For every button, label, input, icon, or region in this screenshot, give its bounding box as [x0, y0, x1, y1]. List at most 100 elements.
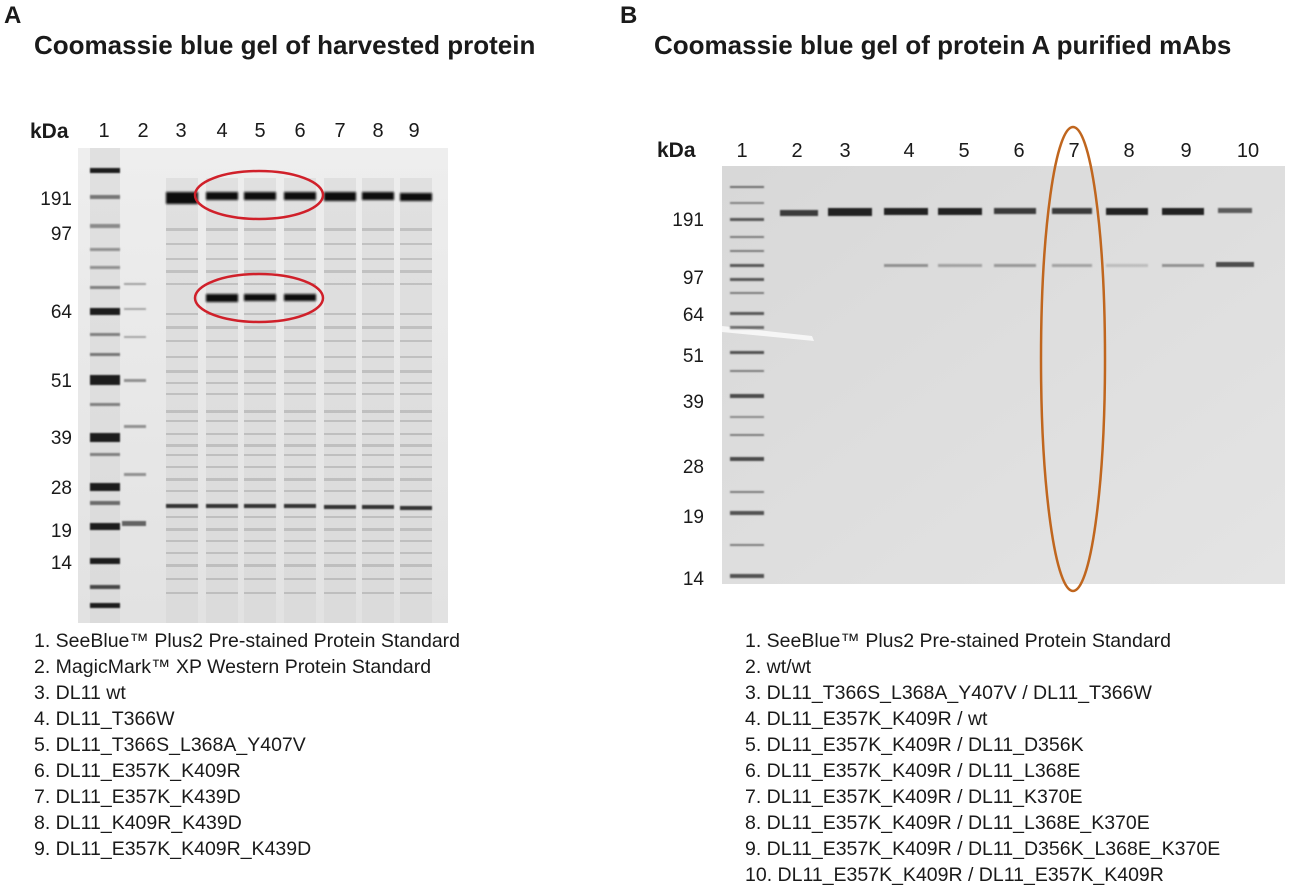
- panel-a-faint-band: [362, 552, 394, 554]
- panel-a-faint-band: [244, 444, 276, 447]
- panel-a-mw-51: 51: [50, 371, 72, 392]
- panel-a-faint-band: [362, 258, 394, 260]
- panel-a-faint-band: [362, 228, 394, 231]
- panel-b-mw-14: 14: [682, 569, 704, 590]
- panel-a-faint-band: [166, 454, 198, 456]
- panel-a-faint-band: [284, 283, 316, 285]
- panel-a-faint-band: [362, 270, 394, 273]
- panel-a-lane2-marker: [122, 283, 146, 526]
- panel-b-lane-1: 1: [736, 140, 748, 162]
- panel-a-faint-band: [206, 313, 238, 315]
- panel-a-faint-band: [400, 578, 432, 580]
- panel-a-faint-band: [362, 564, 394, 567]
- panel-a-faint-band: [244, 578, 276, 580]
- panel-a-legend-6: 6. DL11_E357K_K409R: [34, 760, 241, 782]
- panel-a-faint-band: [362, 382, 394, 384]
- panel-a-lane-5: 5: [254, 120, 266, 142]
- panel-a-lane-6: 6: [294, 120, 306, 142]
- panel-b-letter: B: [620, 2, 638, 29]
- panel-b-mw-51: 51: [682, 346, 704, 367]
- panel-a-faint-band: [206, 528, 238, 531]
- panel-b-legend-10: 10. DL11_E357K_K409R / DL11_E357K_K409R: [745, 864, 1164, 886]
- panel-a-faint-band: [244, 258, 276, 260]
- panel-a-faint-band: [206, 454, 238, 456]
- panel-a-faint-band: [400, 228, 432, 231]
- panel-b-highlight-ellipse: [1039, 125, 1107, 593]
- panel-a-faint-band: [400, 382, 432, 384]
- panel-a-faint-band: [284, 564, 316, 567]
- panel-a-faint-band: [400, 356, 432, 358]
- panel-a-faint-band: [166, 433, 198, 435]
- panel-a-faint-band: [400, 528, 432, 531]
- panel-a-lane-3: 3: [175, 120, 187, 142]
- panel-a-faint-band: [324, 552, 356, 554]
- panel-a-faint-band: [206, 356, 238, 358]
- panel-a-faint-band: [166, 243, 198, 245]
- panel-b-lane-7: 7: [1068, 140, 1080, 162]
- panel-a-faint-band: [362, 283, 394, 285]
- panel-a-faint-band: [324, 326, 356, 329]
- panel-a-faint-band: [362, 370, 394, 373]
- panel-a-lane-9: 9: [408, 120, 420, 142]
- panel-a-mw-64: 64: [50, 302, 72, 323]
- panel-a-faint-band: [244, 540, 276, 542]
- panel-a-faint-band: [166, 528, 198, 531]
- panel-a-faint-band: [284, 270, 316, 273]
- panel-a-faint-band: [206, 552, 238, 554]
- panel-a-faint-band: [244, 243, 276, 245]
- panel-a-faint-band: [324, 270, 356, 273]
- panel-a-faint-band: [400, 410, 432, 413]
- panel-b-lane-5: 5: [958, 140, 970, 162]
- panel-a-faint-band: [166, 356, 198, 358]
- panel-a-faint-band: [284, 466, 316, 468]
- panel-a-faint-band: [244, 420, 276, 422]
- panel-b-mw-39: 39: [682, 392, 704, 413]
- panel-a-faint-band: [284, 356, 316, 358]
- panel-b-lane-10: 10: [1236, 140, 1260, 162]
- panel-a-faint-band: [284, 444, 316, 447]
- panel-a-faint-band: [284, 258, 316, 260]
- panel-a-faint-band: [324, 592, 356, 594]
- panel-b-mw-19: 19: [682, 507, 704, 528]
- panel-a-mw-191: 191: [40, 189, 72, 210]
- panel-a-faint-band: [206, 466, 238, 468]
- panel-a-faint-band: [324, 420, 356, 422]
- panel-b-legend-5: 5. DL11_E357K_K409R / DL11_D356K: [745, 734, 1084, 756]
- panel-a-faint-band: [244, 410, 276, 413]
- panel-a-lane-1: 1: [98, 120, 110, 142]
- panel-a-highlight-70: [193, 272, 325, 324]
- panel-a-faint-band: [400, 454, 432, 456]
- panel-a-faint-band: [400, 490, 432, 492]
- panel-a-faint-band: [324, 258, 356, 260]
- panel-a-faint-band: [166, 578, 198, 580]
- panel-b-mw-64: 64: [682, 305, 704, 326]
- panel-a-faint-band: [166, 340, 198, 342]
- panel-a-faint-band: [400, 258, 432, 260]
- panel-a-faint-band: [284, 478, 316, 481]
- panel-a-faint-band: [244, 270, 276, 273]
- panel-a-gel-image: [78, 148, 448, 623]
- panel-a-faint-band: [244, 370, 276, 373]
- panel-a-faint-band: [400, 444, 432, 447]
- panel-a-faint-band: [166, 228, 198, 231]
- panel-a-mw-14: 14: [50, 553, 72, 574]
- panel-a-faint-band: [362, 393, 394, 395]
- panel-a-faint-band: [324, 528, 356, 531]
- panel-a-faint-band: [362, 528, 394, 531]
- panel-b-legend-9: 9. DL11_E357K_K409R / DL11_D356K_L368E_K…: [745, 838, 1221, 860]
- panel-a-faint-band: [400, 478, 432, 481]
- panel-a-faint-band: [362, 478, 394, 481]
- panel-a-faint-band: [362, 466, 394, 468]
- panel-a-faint-band: [166, 466, 198, 468]
- panel-a-faint-band: [244, 466, 276, 468]
- panel-b-gel-image: [722, 166, 1285, 584]
- panel-a-faint-band: [284, 433, 316, 435]
- panel-a-legend: 1. SeeBlue™ Plus2 Pre-stained Protein St…: [34, 628, 460, 862]
- panel-b-title: Coomassie blue gel of protein A purified…: [654, 30, 1232, 60]
- panel-a-faint-band: [206, 444, 238, 447]
- panel-a-faint-band: [244, 478, 276, 481]
- panel-a-faint-band: [166, 283, 198, 285]
- panel-b-lane-2: 2: [791, 140, 803, 162]
- panel-a-faint-band: [324, 433, 356, 435]
- panel-a-faint-band: [284, 578, 316, 580]
